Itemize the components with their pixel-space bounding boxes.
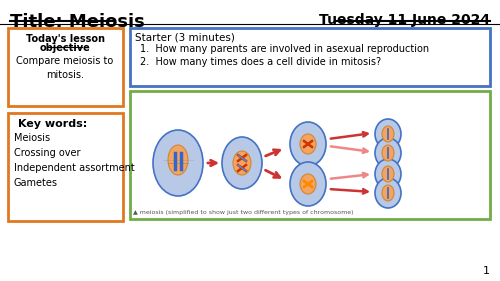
Text: Gametes: Gametes: [14, 178, 58, 188]
Text: 2.  How many times does a cell divide in mitosis?: 2. How many times does a cell divide in …: [140, 57, 381, 67]
Text: Compare meiosis to
mitosis.: Compare meiosis to mitosis.: [16, 56, 114, 80]
Ellipse shape: [290, 162, 326, 206]
Ellipse shape: [382, 126, 394, 142]
Ellipse shape: [300, 174, 316, 194]
Ellipse shape: [375, 119, 401, 149]
Ellipse shape: [382, 166, 394, 182]
Text: ▲ meiosis (simplified to show just two different types of chromosome): ▲ meiosis (simplified to show just two d…: [133, 210, 354, 215]
FancyBboxPatch shape: [130, 28, 490, 86]
Text: Starter (3 minutes): Starter (3 minutes): [135, 33, 235, 43]
Text: Key words:: Key words:: [18, 119, 87, 129]
Text: objective: objective: [40, 43, 90, 53]
Text: Today's lesson: Today's lesson: [26, 34, 104, 44]
Text: Meiosis: Meiosis: [14, 133, 50, 143]
Ellipse shape: [168, 145, 188, 175]
Ellipse shape: [382, 145, 394, 161]
FancyBboxPatch shape: [8, 113, 123, 221]
FancyBboxPatch shape: [130, 91, 490, 219]
Text: Crossing over: Crossing over: [14, 148, 80, 158]
Text: 1.  How many parents are involved in asexual reproduction: 1. How many parents are involved in asex…: [140, 44, 429, 54]
Ellipse shape: [300, 134, 316, 154]
Ellipse shape: [375, 178, 401, 208]
Ellipse shape: [233, 151, 251, 175]
Ellipse shape: [375, 138, 401, 168]
Text: Tuesday 11 June 2024: Tuesday 11 June 2024: [319, 13, 490, 27]
Ellipse shape: [153, 130, 203, 196]
Text: Title: Meiosis: Title: Meiosis: [10, 13, 145, 31]
Ellipse shape: [222, 137, 262, 189]
Text: 1: 1: [483, 266, 490, 276]
Text: Independent assortment: Independent assortment: [14, 163, 135, 173]
Ellipse shape: [290, 122, 326, 166]
FancyBboxPatch shape: [8, 28, 123, 106]
Ellipse shape: [375, 159, 401, 189]
Ellipse shape: [382, 185, 394, 201]
